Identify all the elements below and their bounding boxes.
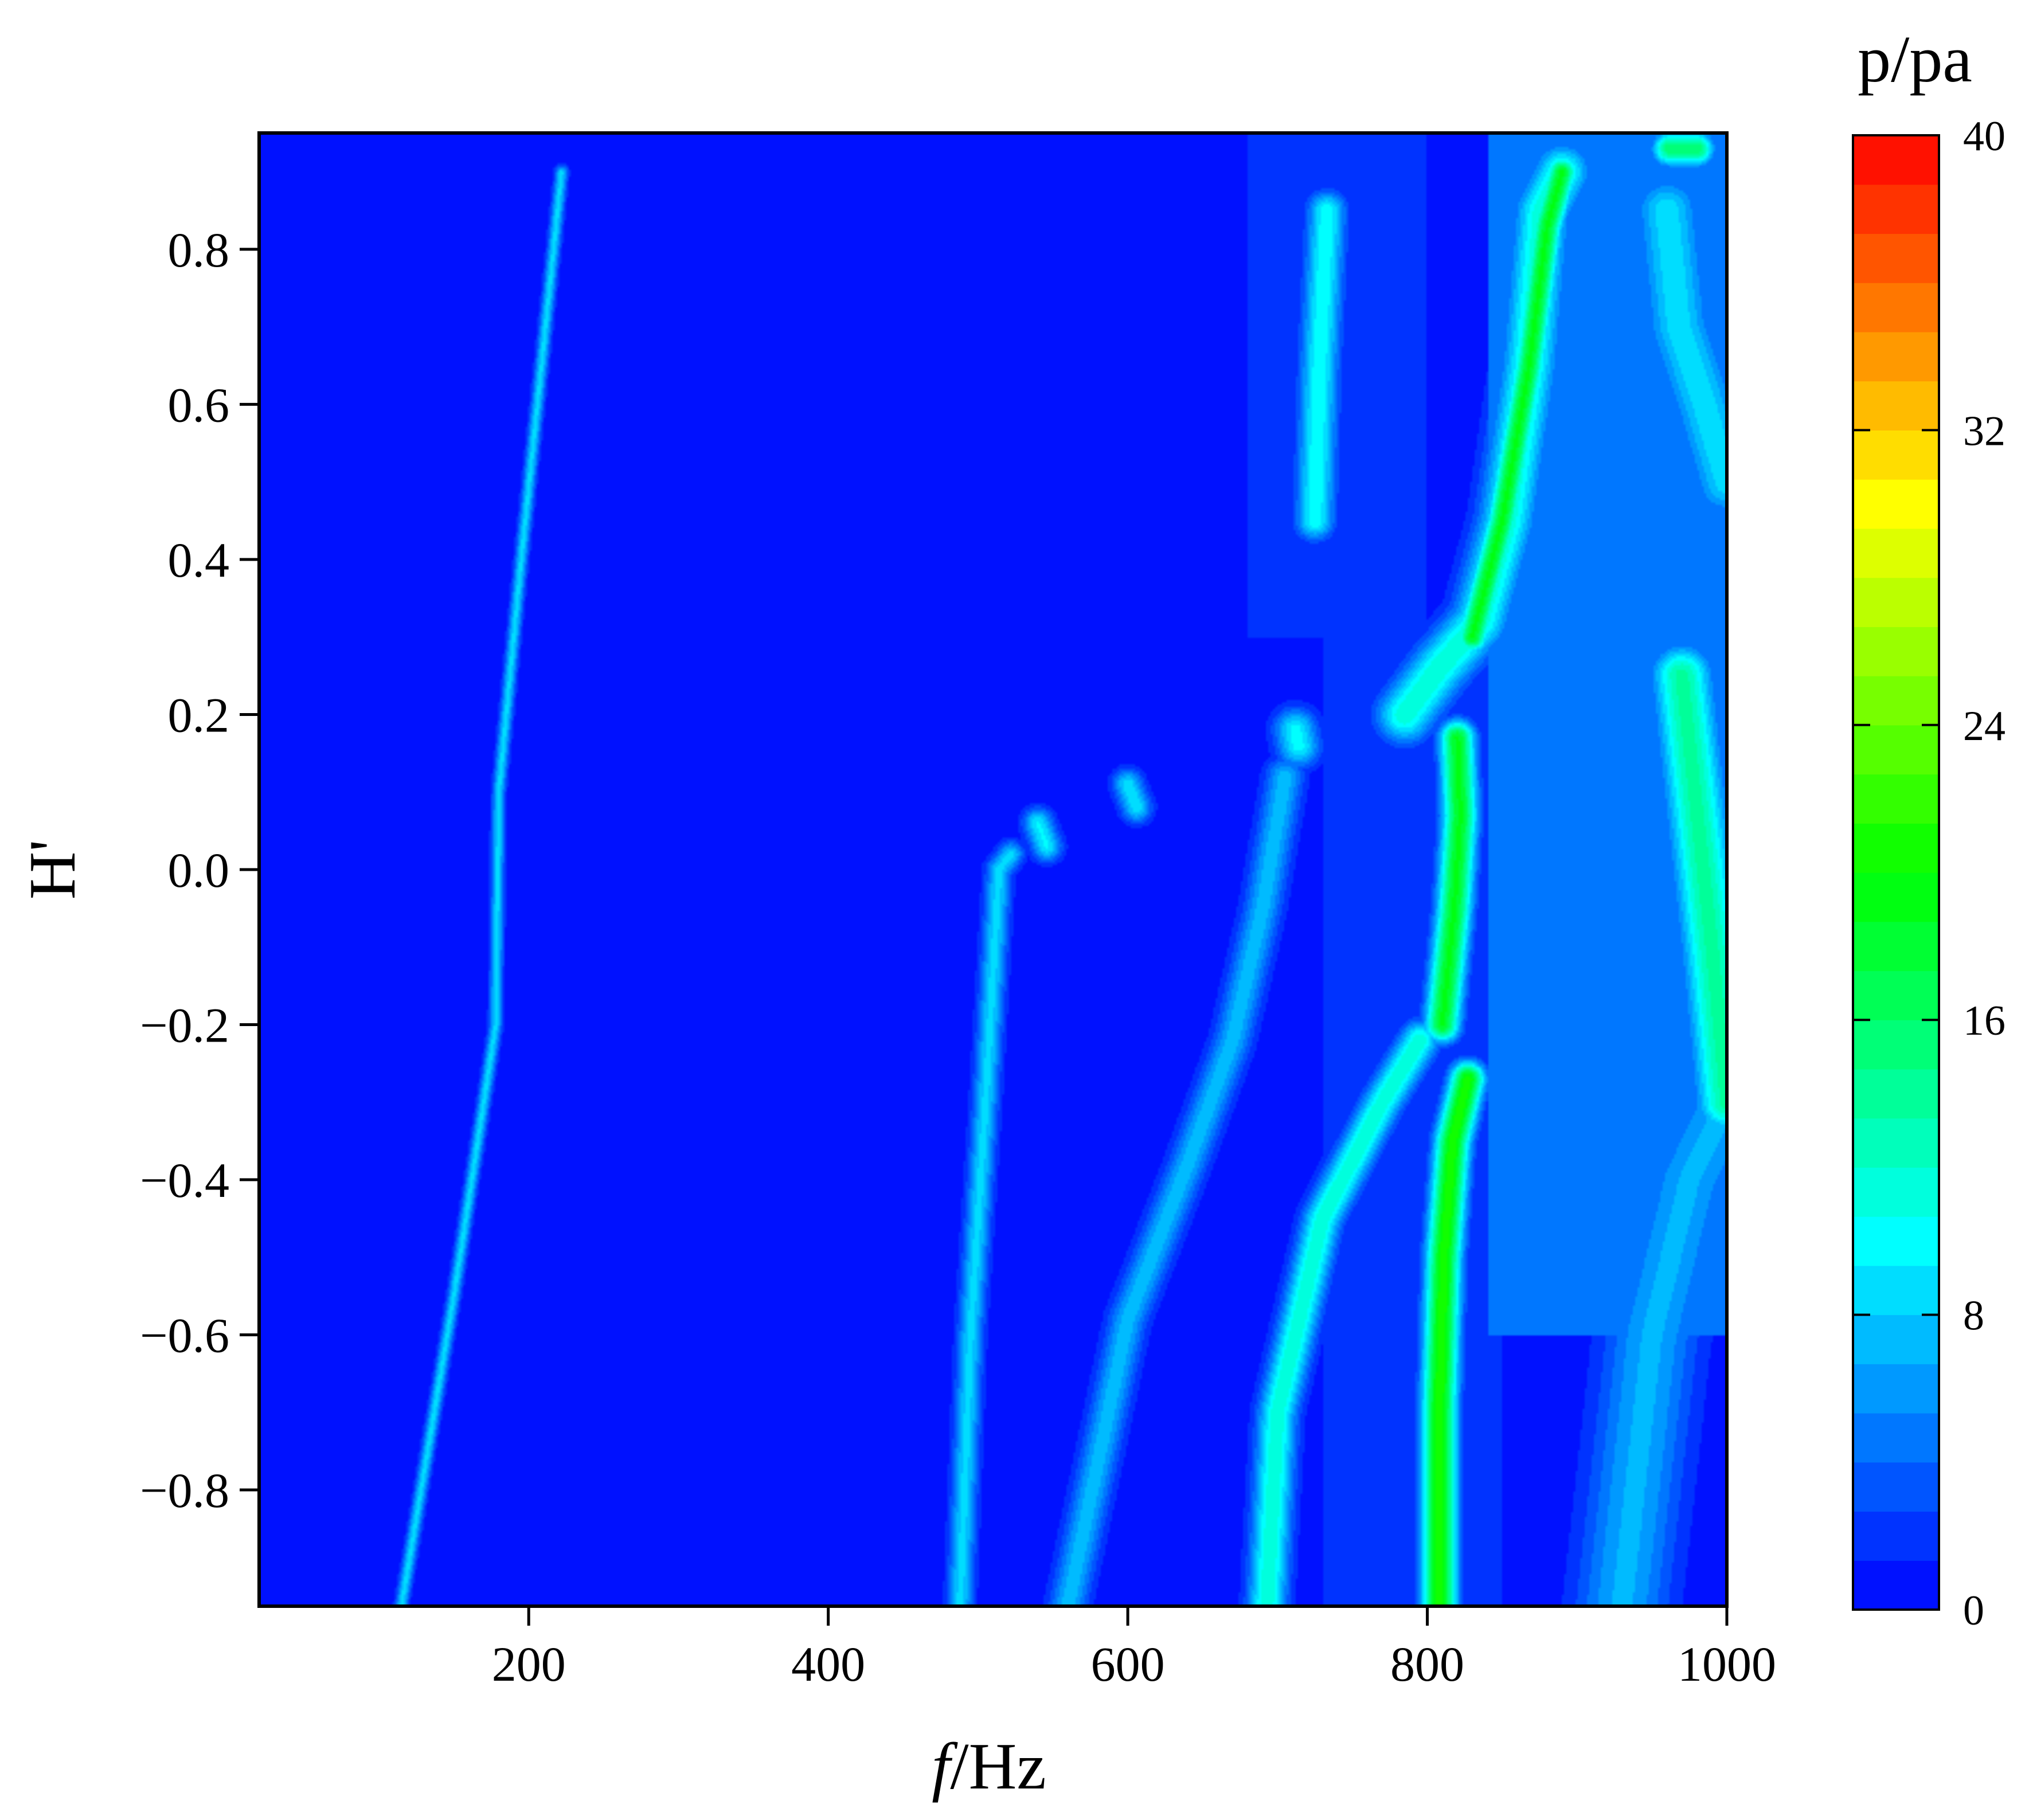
y-tick-label-0.6: 0.6 (168, 377, 230, 432)
colorbar-band-4 (1853, 1413, 1939, 1463)
colorbar-band-3 (1853, 1462, 1939, 1512)
colorbar-band-18 (1853, 725, 1939, 775)
y-tick-label-−0.4: −0.4 (140, 1153, 229, 1208)
y-axis: 0.8 0.6 0.4 0.2 0.0 −0.2 −0.4 −0.6 −0.8 (140, 222, 259, 1518)
colorbar-band-10 (1853, 1118, 1939, 1168)
colorbar-tick-label-16: 16 (1963, 997, 2005, 1044)
y-tick-label-−0.8: −0.8 (140, 1463, 229, 1518)
colorbar-band-2 (1853, 1511, 1939, 1561)
colorbar-band-14 (1853, 921, 1939, 972)
colorbar-band-6 (1853, 1314, 1939, 1364)
colorbar-band-11 (1853, 1068, 1939, 1119)
x-tick-label-600: 600 (1091, 1637, 1165, 1692)
contour-field (259, 133, 1727, 1606)
colorbar-tick-label-24: 24 (1963, 703, 2005, 750)
y-tick-label-0.4: 0.4 (168, 533, 230, 588)
colorbar-band-28 (1853, 233, 1939, 283)
colorbar-bands (1853, 135, 1939, 1610)
colorbar-band-20 (1853, 627, 1939, 676)
colorbar-band-22 (1853, 528, 1939, 578)
colorbar-band-7 (1853, 1265, 1939, 1316)
colorbar-band-5 (1853, 1364, 1939, 1414)
y-tick-label-0.8: 0.8 (168, 222, 230, 277)
colorbar-band-17 (1853, 774, 1939, 824)
y-tick-label-0.0: 0.0 (168, 843, 230, 898)
colorbar-band-19 (1853, 676, 1939, 726)
y-tick-label-−0.6: −0.6 (140, 1308, 229, 1363)
x-axis-title: f/Hz (932, 1730, 1046, 1803)
colorbar: p/pa 0 8 16 24 32 40 (1852, 23, 2005, 1634)
x-axis-title-unit: /Hz (950, 1730, 1046, 1803)
x-axis: 200 400 600 800 1000 (492, 1606, 1776, 1692)
x-tick-label-800: 800 (1390, 1637, 1464, 1692)
colorbar-band-9 (1853, 1167, 1939, 1217)
colorbar-band-23 (1853, 479, 1939, 529)
colorbar-tick-label-8: 8 (1963, 1293, 1984, 1340)
colorbar-band-26 (1853, 331, 1939, 382)
colorbar-band-13 (1853, 970, 1939, 1020)
colorbar-frame (1852, 134, 1940, 1611)
x-tick-label-400: 400 (791, 1637, 865, 1692)
colorbar-band-1 (1853, 1560, 1939, 1610)
colorbar-band-15 (1853, 872, 1939, 922)
contour-plot (257, 131, 1729, 1608)
colorbar-tick-label-0: 0 (1963, 1587, 1984, 1634)
colorbar-band-24 (1853, 430, 1939, 480)
colorbar-tick-label-40: 40 (1963, 113, 2005, 160)
colorbar-band-30 (1853, 135, 1939, 185)
y-axis-title: H' (16, 840, 89, 900)
colorbar-band-27 (1853, 283, 1939, 332)
colorbar-band-21 (1853, 577, 1939, 627)
colorbar-band-29 (1853, 184, 1939, 234)
x-tick-label-200: 200 (492, 1637, 566, 1692)
colorbar-band-12 (1853, 1020, 1939, 1070)
colorbar-band-16 (1853, 823, 1939, 873)
colorbar-band-8 (1853, 1216, 1939, 1266)
colorbar-tick-label-32: 32 (1963, 408, 2005, 455)
colorbar-ticks: 0 8 16 24 32 40 (1853, 113, 2005, 1634)
colorbar-title: p/pa (1858, 23, 1972, 96)
colorbar-band-25 (1853, 381, 1939, 430)
y-tick-label-−0.2: −0.2 (140, 998, 229, 1053)
y-tick-label-0.2: 0.2 (168, 687, 230, 742)
x-tick-label-1000: 1000 (1678, 1637, 1776, 1692)
